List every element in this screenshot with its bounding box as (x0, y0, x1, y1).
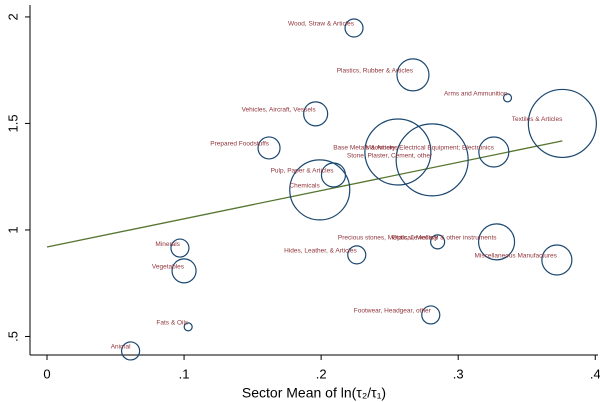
y-tick-label: .5 (5, 331, 20, 342)
point-label: Minerals (155, 241, 180, 248)
point-label: Prepared Foodstuffs (210, 141, 270, 148)
point-label: Stone, Plaster, Cement, other (347, 153, 433, 160)
point-label: Wood, Straw & Articles (288, 21, 355, 28)
point-label: Textiles & Articles (512, 116, 563, 123)
point-label: Animal (111, 344, 131, 351)
bubble (320, 162, 347, 188)
bubble (478, 136, 510, 168)
x-tick-label: .2 (316, 366, 327, 381)
bubble (396, 58, 430, 92)
point-label: Chemicals (289, 183, 320, 190)
bubble (183, 322, 193, 332)
bubble (541, 244, 573, 276)
point-label: Footwear, Headgear, other (354, 308, 432, 315)
point-label: Vegetables (152, 264, 185, 271)
point-label: Miscellaneous Manufactures (475, 253, 558, 260)
point-label: Pulp, Paper & Articles (271, 168, 335, 175)
point-label: Fats & Oils (156, 320, 189, 327)
bubble (430, 234, 446, 250)
y-tick-label: 1.5 (5, 114, 20, 132)
bubble (289, 159, 351, 221)
bubble (395, 123, 469, 197)
bubble (477, 223, 516, 261)
bubble (344, 18, 364, 38)
bubble (527, 88, 597, 159)
x-axis-label: Sector Mean of ln(τ₂/τ₁) (242, 385, 386, 401)
point-label: Arms and Ammunition (444, 91, 508, 98)
point-label: Optical, Medical & other instruments (392, 235, 497, 242)
point-label: Precious stones, Metals, Jewellery (338, 235, 438, 242)
x-tick-label: .3 (453, 366, 464, 381)
bubble (364, 118, 432, 186)
x-tick-label: 0 (43, 366, 50, 381)
point-label: Hides, Leather, & Articles (284, 248, 357, 255)
bubble (421, 305, 441, 325)
point-label: Plastics, Rubber & Articles (337, 68, 414, 75)
bubble (121, 341, 141, 361)
bubble (347, 245, 367, 265)
point-label: Machinery; Electrical Equipment; Electro… (366, 145, 495, 152)
bubble (171, 258, 197, 284)
y-tick-label: 2 (5, 13, 20, 20)
bubble (170, 238, 190, 258)
x-tick-label: .4 (590, 366, 600, 381)
point-label: Base Metals & Articles (333, 145, 398, 152)
bubble (502, 93, 513, 103)
fit-line (46, 140, 563, 248)
y-tick-label: 1 (5, 226, 20, 233)
bubble (303, 101, 329, 127)
point-label: Vehicles, Aircraft, Vessels (242, 107, 317, 114)
bubble (257, 136, 281, 160)
x-tick-label: .1 (179, 366, 190, 381)
